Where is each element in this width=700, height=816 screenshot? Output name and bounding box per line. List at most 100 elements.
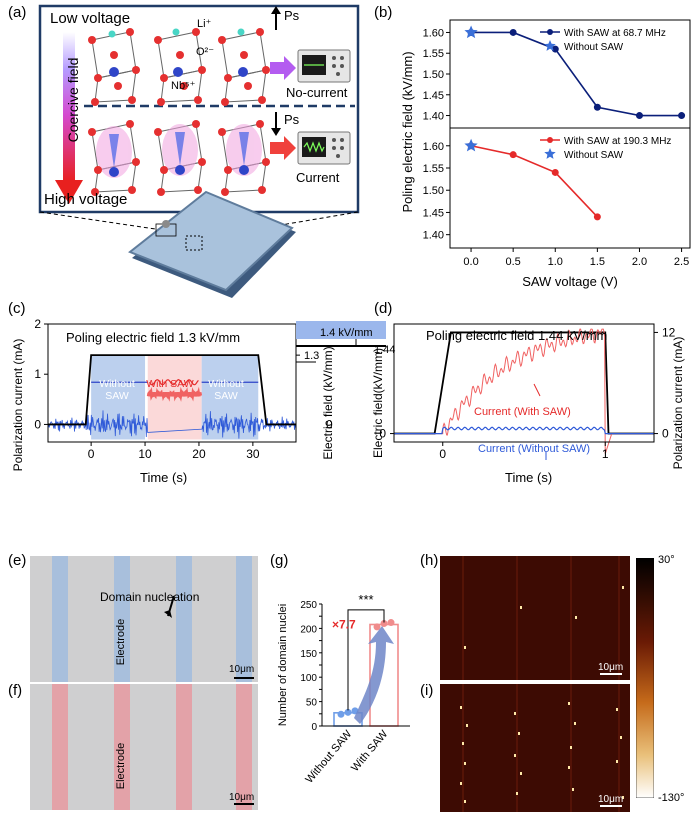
c-with-saw: With SAW xyxy=(146,378,194,390)
nb-atoms-top xyxy=(109,67,248,77)
nb-ion-label: Nb⁵⁺ xyxy=(171,80,196,92)
f-scale-label: 10μm xyxy=(229,792,255,803)
panel-label-h: (h) xyxy=(420,552,439,569)
d-title: Poling electric field 1.44 kV/mm xyxy=(426,328,608,343)
b-ytick-label: 1.40 xyxy=(423,111,444,123)
b-data-point xyxy=(593,213,601,221)
e-scale-label: 10μm xyxy=(229,664,255,675)
b-xtick-label: 0.0 xyxy=(463,256,478,268)
g-ytick-label: 0 xyxy=(311,722,317,733)
d-with-arrow xyxy=(533,383,541,397)
g-xtick-label: Without SAW xyxy=(303,728,354,786)
g-ylabel: Number of domain nuclei xyxy=(277,604,289,726)
zoom-box xyxy=(185,235,203,251)
d-ylabel-left: Electric field(kV/mm) xyxy=(371,348,385,459)
b-legend-label: Without SAW xyxy=(564,42,624,53)
e-electrode-label: Electrode xyxy=(115,618,127,666)
c-xtick-label: 0 xyxy=(88,447,95,460)
atoms-top xyxy=(88,28,270,106)
b-legend-marker xyxy=(547,29,553,35)
b-legend-marker xyxy=(547,137,553,143)
b-xtick-label: 0.5 xyxy=(506,256,521,268)
d-axes-box xyxy=(393,323,655,443)
b-star-point xyxy=(464,25,478,39)
h-scale-label: 10μm xyxy=(598,662,624,673)
b-legend-label: Without SAW xyxy=(564,150,624,161)
c-xtick-label: 20 xyxy=(192,447,206,460)
panel-label-f: (f) xyxy=(8,682,23,699)
d-field-box xyxy=(296,321,386,339)
b-legend-label: With SAW at 68.7 MHz xyxy=(564,28,666,39)
d-right-top-label: 12 xyxy=(662,325,676,339)
b-data-point xyxy=(678,112,686,120)
b-axes-box-1 xyxy=(449,127,691,249)
b-series-line xyxy=(471,31,682,117)
b-ytick-label: 1.55 xyxy=(423,48,444,60)
b-xtick-label: 2.0 xyxy=(632,256,647,268)
g-xtick-label: With SAW xyxy=(349,728,391,774)
b-ytick-label: 1.45 xyxy=(423,207,444,219)
g-ytick-label: 150 xyxy=(300,649,317,660)
dipole-blue xyxy=(109,132,249,168)
b-legend-star xyxy=(544,148,556,159)
c-title: Poling electric field 1.3 kV/mm xyxy=(66,330,241,345)
b-data-point xyxy=(551,168,559,176)
g-increase-arrow xyxy=(354,626,394,724)
b-ytick-label: 1.60 xyxy=(423,27,444,39)
g-ytick-label: 50 xyxy=(306,698,318,709)
zoom-line-left xyxy=(39,211,163,231)
b-series-line xyxy=(470,144,598,218)
oscilloscope-bottom-icon xyxy=(297,131,351,165)
g-ytick-label: 200 xyxy=(300,624,317,635)
c-ytick-label: 1 xyxy=(34,367,41,381)
colorbar-bottom-label: -130° xyxy=(658,792,685,804)
panel-label-a: (a) xyxy=(8,4,27,21)
d-xtick-label: 1 xyxy=(602,447,609,460)
g-point xyxy=(337,710,345,718)
nb-atoms-bottom xyxy=(109,165,249,177)
c-ytick-label: 0 xyxy=(34,417,41,431)
g-fold-label: ×7.7 xyxy=(332,617,356,631)
b-data-point xyxy=(509,28,517,36)
ps-top-label: Ps xyxy=(284,8,300,23)
b-ytick-label: 1.60 xyxy=(423,141,444,153)
c-ylabel: Polarization current (mA) xyxy=(11,338,25,472)
coercive-arrow-head xyxy=(55,180,83,204)
coercive-arrow-shaft xyxy=(63,32,75,182)
g-point xyxy=(373,623,381,631)
g-point xyxy=(380,620,388,628)
b-ytick-label: 1.40 xyxy=(423,230,444,242)
g-ytick-label: 100 xyxy=(300,673,317,684)
d-right-zero-label: 0 xyxy=(662,427,669,441)
d-current-without: Current (Without SAW) xyxy=(478,443,591,455)
afm-maps xyxy=(440,556,630,812)
panel-label-e: (e) xyxy=(8,552,27,569)
device-plate xyxy=(128,190,294,292)
c-right-zero-label: 0 xyxy=(326,417,333,431)
b-xtick-label: 1.5 xyxy=(590,256,605,268)
d-box-label: 1.4 kV/mm xyxy=(320,327,373,339)
panel-label-d: (d) xyxy=(374,300,393,317)
c-ytick-label: 2 xyxy=(34,317,41,331)
d-xlabel: Time (s) xyxy=(505,470,553,485)
b-data-point xyxy=(509,151,517,159)
c-current-noise xyxy=(47,410,297,439)
atoms-bottom xyxy=(88,120,270,196)
c-xtick-label: 10 xyxy=(138,447,152,460)
panel-label-b: (b) xyxy=(374,4,393,21)
current-label: Current xyxy=(296,170,340,185)
panel-label-i: (i) xyxy=(420,682,434,699)
high-voltage-label: High voltage xyxy=(44,191,128,208)
b-data-point xyxy=(551,45,559,53)
no-current-label: No-current xyxy=(286,85,348,100)
b-xtick-label: 1.0 xyxy=(548,256,563,268)
b-ylabel: Poling electric field (kV/mm) xyxy=(400,51,415,212)
b-data-point xyxy=(635,112,643,120)
ps-bottom-label: Ps xyxy=(284,112,300,127)
probe-tip xyxy=(162,220,170,228)
colorbar-top-label: 30° xyxy=(658,554,675,566)
d-current-with-saw xyxy=(394,328,654,454)
micrograph-e xyxy=(30,556,258,682)
